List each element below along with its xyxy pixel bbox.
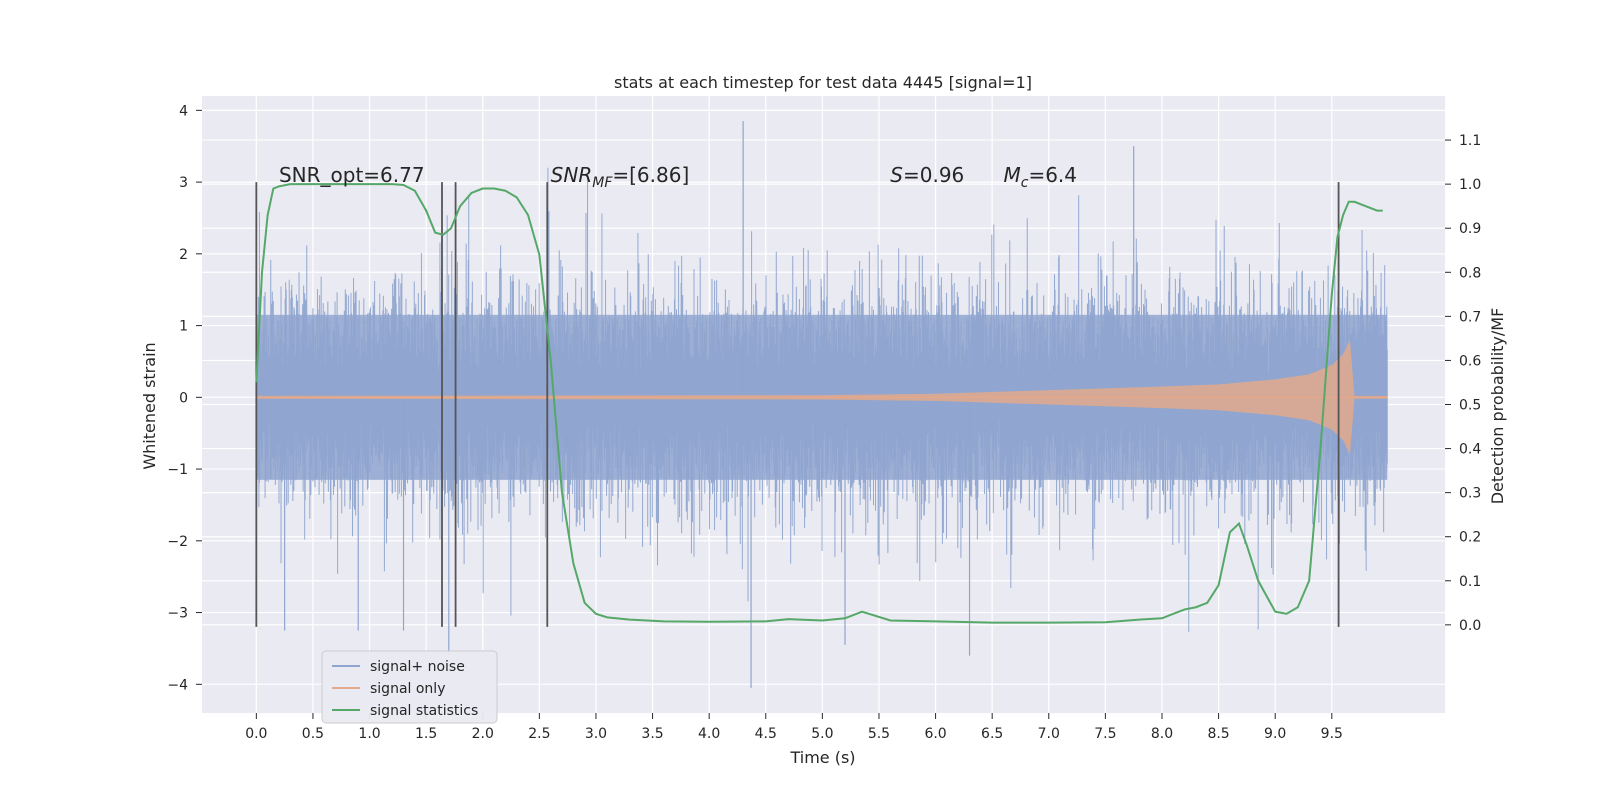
legend-entry: signal+ noise: [370, 659, 465, 675]
y2-tick-label: 1.0: [1459, 177, 1481, 193]
x-tick-label: 0.0: [245, 726, 267, 742]
y-axis-label: Whitened strain: [140, 342, 159, 469]
annotation-subscript: MF: [592, 175, 613, 191]
annotation-suffix: =0.96: [903, 163, 964, 187]
legend: signal+ noise signal only signal statistic…: [321, 650, 498, 724]
x-tick-label: 9.5: [1321, 726, 1343, 742]
x-tick-label: 4.0: [698, 726, 720, 742]
y2-axis-label: Detection probability/MF: [1488, 308, 1507, 505]
x-tick-label: 7.0: [1038, 726, 1060, 742]
x-tick-label: 5.5: [868, 726, 890, 742]
y2-tick-label: 1.1: [1459, 133, 1481, 149]
x-tick-label: 6.5: [981, 726, 1003, 742]
y2-tick-label: 0.3: [1459, 486, 1481, 502]
signal-noise-spikes: [284, 121, 1135, 688]
annotation-main: M: [1003, 163, 1020, 187]
annotation-main: S: [890, 163, 903, 187]
y-tick-label: 2: [179, 247, 188, 263]
annotation-label: Mc=6.4: [1003, 163, 1077, 191]
annotation-label: SNRMF=[6.86]: [551, 163, 690, 191]
x-tick-label: 4.5: [755, 726, 777, 742]
annotation-label: SNR_opt=6.77: [279, 163, 425, 187]
vertical-markers: [255, 182, 1340, 627]
signal-statistics-line: [255, 183, 1383, 624]
x-tick-label: 3.0: [585, 726, 607, 742]
y2-tick-label: 0.4: [1459, 442, 1481, 458]
y2-tick-label: 0.0: [1459, 618, 1481, 634]
y2-tick-label: 0.7: [1459, 309, 1481, 325]
y2-tick-label: 0.1: [1459, 574, 1481, 590]
y-tick-label: 3: [179, 175, 188, 191]
y2-tick-label: 0.5: [1459, 398, 1481, 414]
x-tick-label: 6.0: [924, 726, 946, 742]
x-tick-label: 1.0: [358, 726, 380, 742]
y-axis-ticks: 4 3 2 1 0 −1 −2 −3 −4: [167, 103, 202, 693]
y-tick-label: 0: [179, 390, 188, 406]
y2-tick-label: 0.8: [1459, 265, 1481, 281]
y2-tick-label: 0.9: [1459, 221, 1481, 237]
chart-title: stats at each timestep for test data 444…: [614, 73, 1032, 92]
x-axis-ticks: 0.0 0.5 1.0 1.5 2.0 2.5 3.0 3.5 4.0 4.5 5.0 5.5 6.0 6…: [245, 713, 1343, 742]
y-tick-label: 1: [179, 319, 188, 335]
annotation-main: SNR: [551, 163, 593, 187]
x-tick-label: 2.5: [528, 726, 550, 742]
x-tick-label: 0.5: [302, 726, 324, 742]
x-tick-label: 5.0: [811, 726, 833, 742]
y-tick-label: 4: [179, 103, 188, 119]
annotation-suffix: =6.4: [1028, 163, 1077, 187]
legend-box: [321, 650, 498, 724]
annotation-label: S=0.96: [890, 163, 964, 187]
annotation-main: SNR_opt=6.77: [279, 163, 425, 187]
annotation-suffix: =[6.86]: [612, 163, 689, 187]
y-tick-label: −2: [167, 534, 188, 550]
x-tick-label: 3.5: [641, 726, 663, 742]
x-tick-label: 8.0: [1151, 726, 1173, 742]
x-tick-label: 8.5: [1207, 726, 1229, 742]
annotation-subscript: c: [1021, 175, 1029, 191]
x-tick-label: 2.0: [472, 726, 494, 742]
x-tick-label: 9.0: [1264, 726, 1286, 742]
y-tick-label: −3: [167, 606, 188, 622]
y-tick-label: −1: [167, 462, 188, 478]
legend-entry: signal only: [370, 681, 445, 697]
y-tick-label: −4: [167, 677, 188, 693]
signal-only-series: [256, 339, 1388, 455]
y2-axis-ticks: 1.1 1.0 0.9 0.8 0.7 0.6 0.5 0.4 0.3 0.2 0.1 0.0: [1445, 133, 1481, 634]
signal-statistics-series: [255, 183, 1383, 624]
x-tick-label: 7.5: [1094, 726, 1116, 742]
x-tick-label: 1.5: [415, 726, 437, 742]
y2-tick-label: 0.6: [1459, 353, 1481, 369]
legend-entry: signal statistics: [370, 703, 478, 719]
x-axis-label: Time (s): [789, 748, 855, 767]
y2-tick-label: 0.2: [1459, 530, 1481, 546]
annotations: SNR_opt=6.77 SNRMF=[6.86] S=0.96 Mc=6.4: [279, 163, 1077, 191]
